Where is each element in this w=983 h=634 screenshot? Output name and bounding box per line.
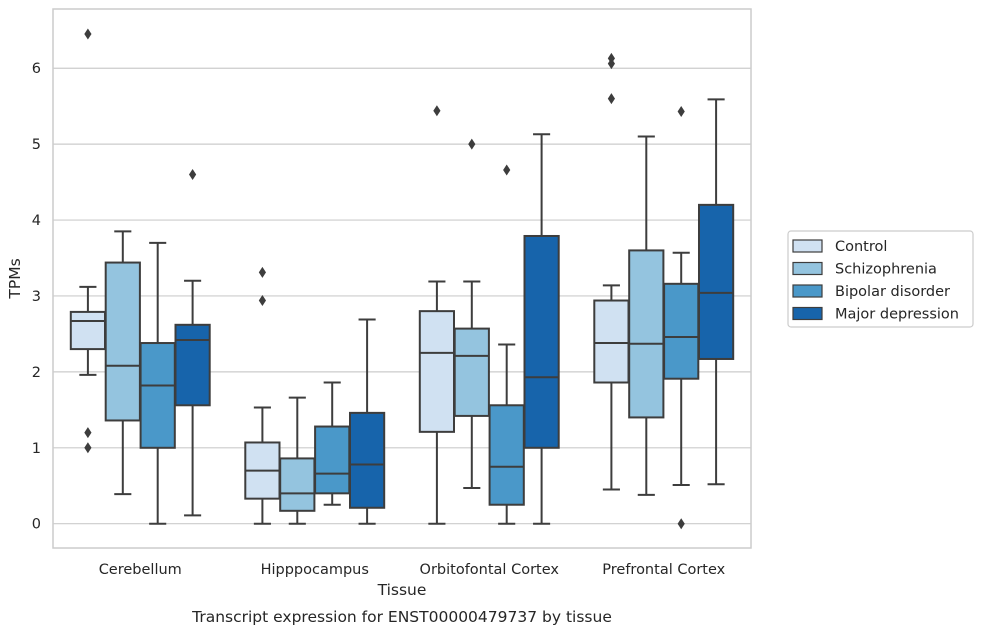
plot-frame bbox=[52, 8, 752, 549]
box-prefrontal-cortex-bipolar-disorder bbox=[663, 105, 700, 530]
chart-caption: Transcript expression for ENST0000047973… bbox=[191, 608, 612, 626]
legend-label: Schizophrenia bbox=[835, 262, 937, 278]
outlier-point bbox=[677, 518, 685, 530]
legend-swatch bbox=[792, 239, 823, 253]
y-tick-label: 4 bbox=[32, 213, 41, 229]
legend-swatch bbox=[792, 306, 823, 321]
box-body bbox=[697, 203, 735, 360]
box-body bbox=[418, 310, 456, 433]
legend-label: Control bbox=[835, 239, 887, 255]
outlier-point bbox=[468, 138, 476, 150]
y-tick-labels: 0 1 2 3 4 5 6 bbox=[32, 61, 41, 532]
box-orbitofontal-cortex-control bbox=[418, 105, 456, 525]
legend: Control Schizophrenia Bipolar disorder Majo… bbox=[787, 230, 974, 328]
outlier-point bbox=[258, 295, 266, 307]
legend-swatch bbox=[792, 284, 823, 298]
box-orbitofontal-cortex-schizophrenia bbox=[453, 138, 490, 490]
y-tick-label: 3 bbox=[32, 289, 41, 305]
box-body bbox=[628, 249, 665, 419]
x-tick-label: Orbitofontal Cortex bbox=[420, 562, 560, 578]
box-body bbox=[488, 404, 525, 506]
x-tick-label: Hipppocampus bbox=[261, 562, 369, 578]
x-tick-label: Prefrontal Cortex bbox=[602, 562, 725, 578]
y-tick-label: 1 bbox=[32, 441, 41, 457]
y-tick-label: 6 bbox=[32, 61, 41, 77]
box-body bbox=[663, 282, 700, 380]
outlier-point bbox=[607, 93, 615, 105]
box-body bbox=[69, 310, 107, 351]
box-hipppocampus-bipolar-disorder bbox=[314, 381, 351, 506]
box-cerebellum-bipolar-disorder bbox=[139, 241, 176, 525]
box-hipppocampus-control bbox=[244, 266, 281, 525]
box-cerebellum-schizophrenia bbox=[104, 230, 141, 496]
outlier-point bbox=[84, 28, 92, 40]
box-cerebellum-control bbox=[69, 28, 107, 454]
box-prefrontal-cortex-major-depression bbox=[697, 98, 735, 486]
box-body bbox=[348, 411, 386, 509]
box-orbitofontal-cortex-bipolar-disorder bbox=[488, 164, 525, 525]
legend-frame bbox=[787, 230, 974, 328]
box-hipppocampus-schizophrenia bbox=[279, 396, 316, 525]
outlier-point bbox=[433, 105, 441, 117]
y-tick-label: 5 bbox=[32, 137, 41, 153]
box-body bbox=[593, 299, 630, 384]
box-cerebellum-major-depression bbox=[174, 168, 211, 517]
box-body bbox=[523, 234, 560, 449]
box-groups bbox=[69, 28, 735, 530]
outlier-point bbox=[677, 105, 685, 117]
legend-label: Major depression bbox=[835, 307, 959, 323]
box-orbitofontal-cortex-major-depression bbox=[523, 133, 560, 525]
outlier-point bbox=[258, 266, 266, 278]
box-body bbox=[139, 342, 176, 449]
x-tick-labels: Cerebellum Hipppocampus Orbitofontal Corte… bbox=[99, 562, 726, 578]
outlier-point bbox=[607, 58, 615, 70]
box-body bbox=[453, 327, 490, 417]
x-axis-label: Tissue bbox=[377, 581, 427, 599]
outlier-point bbox=[503, 164, 511, 176]
box-prefrontal-cortex-control bbox=[593, 52, 630, 491]
box-body bbox=[279, 457, 316, 512]
box-body bbox=[104, 261, 141, 422]
y-axis-label: TPMs bbox=[6, 258, 24, 299]
y-tick-label: 0 bbox=[32, 517, 41, 533]
outlier-point bbox=[84, 442, 92, 454]
x-tick-label: Cerebellum bbox=[99, 562, 182, 578]
box-body bbox=[174, 323, 211, 407]
box-hipppocampus-major-depression bbox=[348, 318, 386, 525]
legend-label: Bipolar disorder bbox=[835, 284, 950, 300]
legend-swatch bbox=[792, 261, 823, 276]
box-prefrontal-cortex-schizophrenia bbox=[628, 135, 665, 496]
y-tick-label: 2 bbox=[32, 365, 41, 381]
outlier-point bbox=[189, 168, 197, 180]
outlier-point bbox=[84, 427, 92, 439]
box-body bbox=[314, 425, 351, 495]
